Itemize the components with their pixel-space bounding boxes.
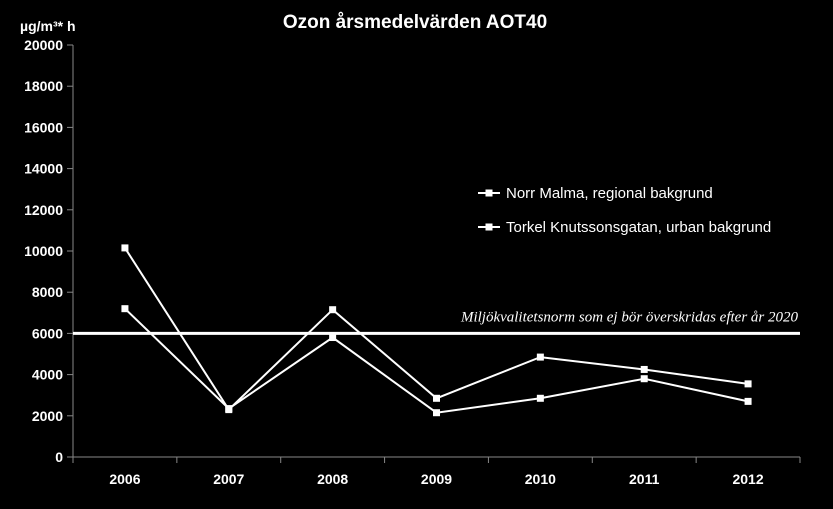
x-tick-label: 2010 xyxy=(525,471,556,487)
legend-label: Torkel Knutssonsgatan, urban bakgrund xyxy=(506,219,771,236)
data-point xyxy=(433,394,440,402)
series-2 xyxy=(121,305,752,417)
data-point xyxy=(536,394,544,402)
reference-line-group: Miljökvalitetsnorm som ej bör överskrida… xyxy=(73,309,800,335)
x-tick-label: 2011 xyxy=(629,471,660,487)
data-point xyxy=(121,244,129,252)
y-tick-label: 6000 xyxy=(32,325,63,341)
y-tick-label: 18000 xyxy=(24,78,63,94)
y-axis: 0 2000 4000 6000 8000 10000 12000 14000 16000 180… xyxy=(24,37,74,465)
y-tick-label: 4000 xyxy=(32,367,63,383)
y-tick-label: 10000 xyxy=(24,243,63,259)
reference-line-label: Miljökvalitetsnorm som ej bör överskrida… xyxy=(460,309,799,325)
data-point xyxy=(225,405,233,413)
chart-title: Ozon årsmedelvärden AOT40 xyxy=(283,12,547,33)
legend-item: Norr Malma, regional bakgrund xyxy=(478,185,713,202)
data-point xyxy=(329,334,337,342)
y-tick-label: 0 xyxy=(55,449,63,465)
x-axis: 2006 2007 2008 2009 2010 2011 2012 xyxy=(72,456,801,487)
data-point xyxy=(640,375,648,383)
x-tick-label: 2008 xyxy=(317,471,348,487)
y-tick-label: 14000 xyxy=(24,161,63,177)
y-tick-label: 20000 xyxy=(24,37,63,53)
data-point xyxy=(121,305,129,313)
series-line xyxy=(124,247,749,412)
legend-point-marker xyxy=(485,189,493,197)
data-point xyxy=(536,353,544,361)
data-point xyxy=(744,397,752,405)
y-axis-unit-label: µg/m³* h xyxy=(20,18,76,34)
legend-point-marker xyxy=(485,223,493,231)
y-tick-label: 16000 xyxy=(24,119,63,135)
x-tick-label: 2012 xyxy=(732,471,763,487)
x-tick-label: 2007 xyxy=(213,471,244,487)
series-1 xyxy=(121,244,752,414)
data-point xyxy=(329,306,337,314)
legend: Norr Malma, regional bakgrund Torkel Knut… xyxy=(478,185,771,236)
y-tick-label: 12000 xyxy=(24,202,63,218)
data-point xyxy=(433,409,440,417)
data-point xyxy=(640,365,648,373)
y-tick-label: 2000 xyxy=(32,408,63,424)
data-point xyxy=(744,380,752,388)
y-tick-label: 8000 xyxy=(32,284,63,300)
x-tick-label: 2009 xyxy=(421,471,452,487)
legend-label: Norr Malma, regional bakgrund xyxy=(506,185,713,202)
x-tick-label: 2006 xyxy=(109,471,140,487)
series-layer xyxy=(121,244,752,417)
legend-item: Torkel Knutssonsgatan, urban bakgrund xyxy=(478,219,771,236)
